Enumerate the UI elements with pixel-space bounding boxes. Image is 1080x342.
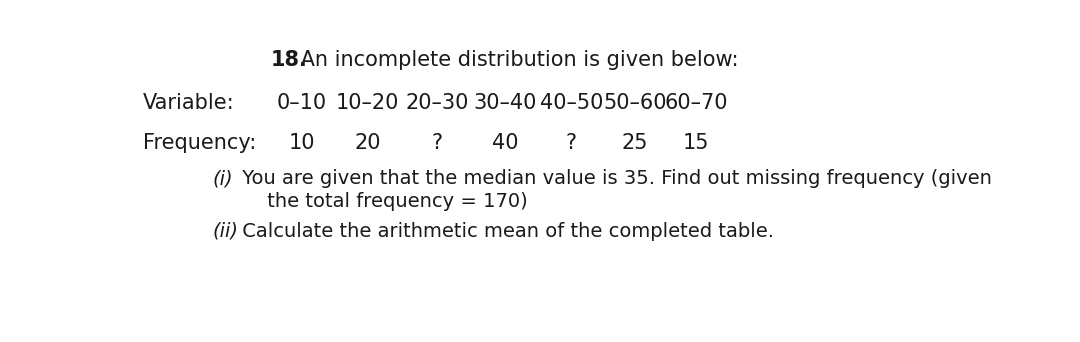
- Text: 30–40: 30–40: [474, 93, 537, 113]
- Text: (i): (i): [213, 169, 233, 188]
- Text: 15: 15: [683, 133, 710, 153]
- Text: Variable:: Variable:: [143, 93, 234, 113]
- Text: 10: 10: [288, 133, 315, 153]
- Text: 20: 20: [354, 133, 381, 153]
- Text: 40: 40: [492, 133, 518, 153]
- Text: the total frequency = 170): the total frequency = 170): [235, 193, 527, 211]
- Text: (ii): (ii): [213, 222, 239, 241]
- Text: Frequency:: Frequency:: [143, 133, 256, 153]
- Text: 20–30: 20–30: [406, 93, 469, 113]
- Text: ?: ?: [432, 133, 443, 153]
- Text: Calculate the arithmetic mean of the completed table.: Calculate the arithmetic mean of the com…: [235, 222, 773, 241]
- Text: 25: 25: [622, 133, 648, 153]
- Text: 0–10: 0–10: [276, 93, 326, 113]
- Text: An incomplete distribution is given below:: An incomplete distribution is given belo…: [294, 50, 739, 69]
- Text: 50–60: 50–60: [603, 93, 666, 113]
- Text: 18.: 18.: [271, 50, 308, 69]
- Text: 10–20: 10–20: [336, 93, 400, 113]
- Text: ?: ?: [566, 133, 577, 153]
- Text: You are given that the median value is 35. Find out missing frequency (given: You are given that the median value is 3…: [235, 169, 991, 188]
- Text: 60–70: 60–70: [664, 93, 728, 113]
- Text: 40–50: 40–50: [540, 93, 603, 113]
